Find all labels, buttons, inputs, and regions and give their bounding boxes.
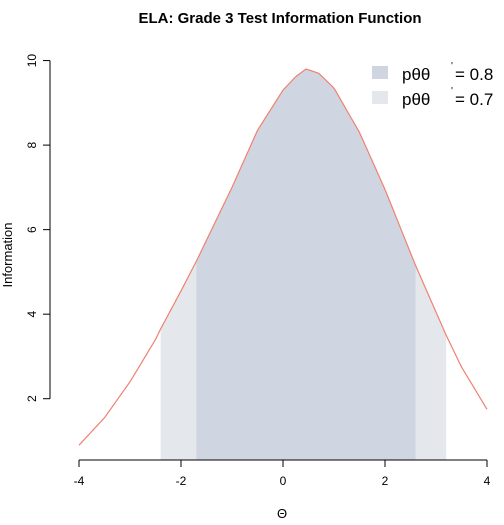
x-axis-label: Θ bbox=[277, 506, 287, 521]
legend-label: pθθ bbox=[402, 65, 430, 84]
y-tick-label: 2 bbox=[25, 395, 39, 402]
x-tick-label: 4 bbox=[484, 474, 491, 488]
legend-prime: ' bbox=[451, 86, 453, 97]
y-tick-label: 6 bbox=[25, 226, 39, 233]
legend-prime: ' bbox=[451, 61, 453, 72]
curve-layer bbox=[78, 68, 488, 446]
legend-value: = 0.7 bbox=[455, 90, 493, 109]
band-area-2 bbox=[196, 69, 416, 461]
x-tick-label: -2 bbox=[176, 474, 187, 488]
x-tick-label: 0 bbox=[280, 474, 287, 488]
x-tick-label: -4 bbox=[74, 474, 85, 488]
y-axis: 2 4 6 8 10 bbox=[25, 54, 51, 402]
legend-value: = 0.8 bbox=[455, 65, 493, 84]
legend-label: pθθ bbox=[402, 90, 430, 109]
x-tick-label: 2 bbox=[382, 474, 389, 488]
y-tick-label: 4 bbox=[25, 311, 39, 318]
chart-title: ELA: Grade 3 Test Information Function bbox=[138, 10, 421, 27]
y-tick-label: 10 bbox=[25, 54, 39, 68]
y-tick-label: 8 bbox=[25, 141, 39, 148]
x-axis: -4 -2 0 2 4 bbox=[74, 459, 491, 488]
legend-swatch bbox=[372, 66, 388, 79]
y-axis-label: Information bbox=[0, 222, 15, 287]
legend-swatch bbox=[372, 91, 388, 104]
bands-layer bbox=[160, 69, 447, 461]
information-curve bbox=[78, 68, 488, 446]
